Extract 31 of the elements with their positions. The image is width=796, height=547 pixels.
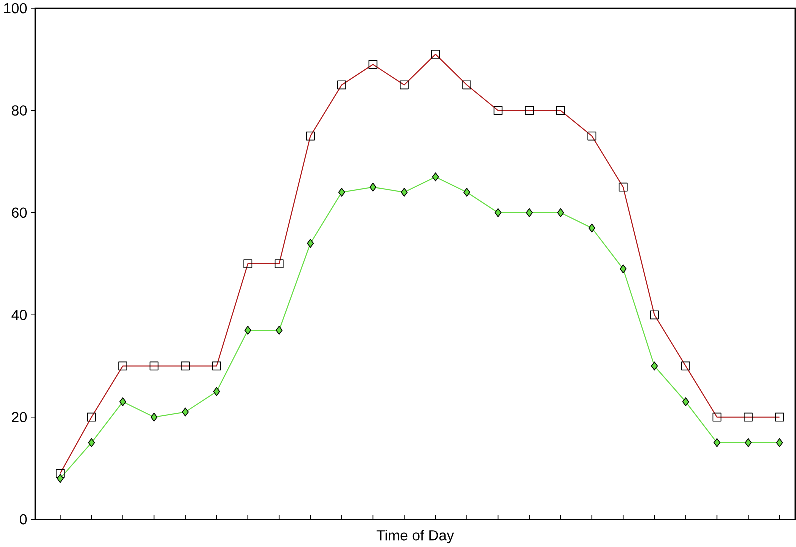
point xyxy=(432,172,440,182)
point xyxy=(88,438,96,448)
point xyxy=(307,239,314,248)
y-tick-label: 40 xyxy=(12,310,28,320)
point xyxy=(120,398,126,406)
x-axis-title: Time of Day xyxy=(376,530,454,544)
point xyxy=(338,188,346,197)
point xyxy=(57,474,64,484)
point xyxy=(714,438,721,448)
point xyxy=(620,264,627,274)
y-tick-label: 100 xyxy=(4,3,28,14)
y-tick-label: 80 xyxy=(12,106,28,116)
point xyxy=(557,208,564,218)
point xyxy=(588,224,596,233)
point xyxy=(745,438,752,448)
point xyxy=(651,362,658,371)
point xyxy=(276,326,283,335)
point xyxy=(244,326,252,335)
point xyxy=(401,188,408,197)
point xyxy=(526,208,533,218)
y-tick-label: 60 xyxy=(12,208,28,218)
point xyxy=(213,387,220,396)
y-tick-label: 20 xyxy=(12,412,28,423)
point xyxy=(182,408,189,417)
y-tick-label: 0 xyxy=(20,514,28,525)
point xyxy=(776,438,784,448)
point xyxy=(494,208,502,218)
point xyxy=(150,412,158,422)
point xyxy=(682,398,690,406)
point xyxy=(464,188,470,197)
point xyxy=(370,182,377,192)
